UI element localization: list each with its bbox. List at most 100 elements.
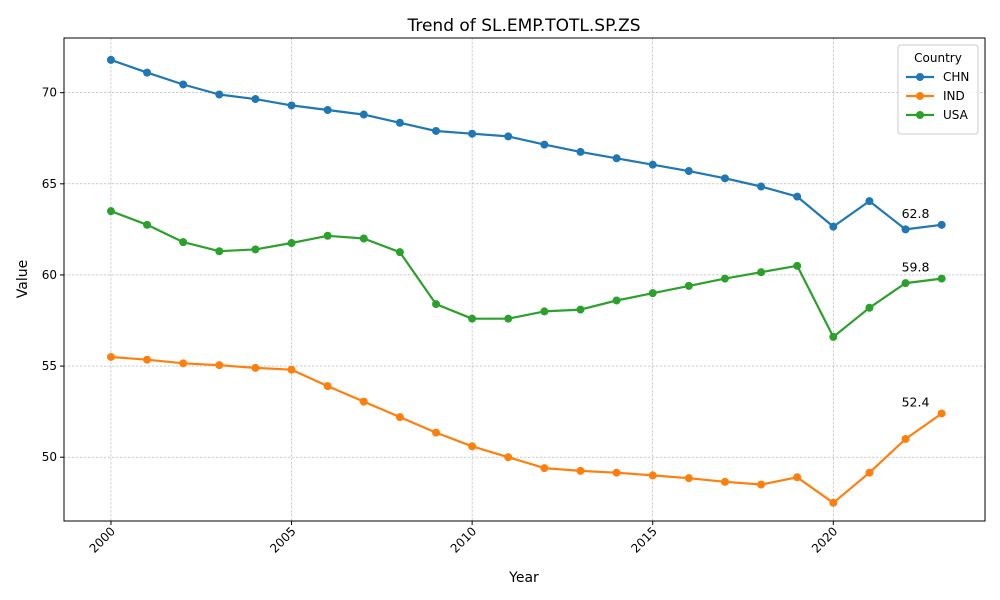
data-point-usa bbox=[215, 247, 224, 256]
data-point-chn bbox=[793, 192, 802, 201]
x-tick-label: 2020 bbox=[809, 524, 840, 555]
data-point-chn bbox=[323, 105, 332, 114]
data-point-usa bbox=[937, 274, 946, 283]
chart-title: Trend of SL.EMP.TOTL.SP.ZS bbox=[406, 16, 640, 36]
data-point-ind bbox=[215, 361, 224, 370]
legend: Country CHN IND USA bbox=[897, 44, 979, 135]
data-point-ind bbox=[287, 365, 296, 374]
x-tick-label: 2010 bbox=[448, 524, 479, 555]
data-point-ind bbox=[937, 409, 946, 418]
end-value-label-chn: 62.8 bbox=[902, 206, 930, 221]
data-point-ind bbox=[359, 397, 368, 406]
y-tick-label: 50 bbox=[42, 450, 57, 464]
data-point-usa bbox=[757, 268, 766, 277]
data-point-usa bbox=[106, 207, 115, 216]
data-point-chn bbox=[287, 101, 296, 110]
data-point-usa bbox=[793, 261, 802, 270]
legend-items: CHN IND USA bbox=[906, 70, 969, 122]
data-point-ind bbox=[757, 480, 766, 489]
data-point-ind bbox=[432, 428, 441, 437]
data-point-chn bbox=[865, 197, 874, 206]
y-tick-label: 70 bbox=[42, 86, 57, 100]
series-line-chn bbox=[110, 58, 942, 231]
data-point-ind bbox=[504, 453, 513, 462]
data-point-chn bbox=[648, 160, 657, 169]
data-point-usa bbox=[504, 314, 513, 323]
series-line-usa bbox=[110, 210, 942, 338]
data-point-chn bbox=[251, 95, 260, 104]
data-point-chn bbox=[720, 174, 729, 183]
data-point-ind bbox=[540, 464, 549, 473]
series-chn bbox=[106, 55, 946, 234]
data-point-chn bbox=[684, 167, 693, 176]
data-point-chn bbox=[359, 110, 368, 119]
legend-label-chn: CHN bbox=[943, 70, 969, 84]
y-tick-label: 65 bbox=[42, 177, 57, 191]
data-point-usa bbox=[648, 289, 657, 298]
data-point-chn bbox=[829, 222, 838, 231]
series-line-ind bbox=[110, 355, 943, 504]
data-point-chn bbox=[937, 220, 946, 229]
data-point-ind bbox=[323, 382, 332, 391]
data-point-chn bbox=[757, 182, 766, 191]
data-point-usa bbox=[395, 248, 404, 257]
data-point-chn bbox=[612, 154, 621, 163]
legend-marker-usa bbox=[916, 111, 924, 119]
data-point-usa bbox=[829, 332, 838, 341]
data-point-usa bbox=[865, 303, 874, 312]
data-point-usa bbox=[287, 239, 296, 248]
data-point-usa bbox=[576, 305, 585, 314]
series-ind bbox=[106, 352, 946, 507]
x-tick-label: 2005 bbox=[267, 524, 298, 555]
series-layer bbox=[106, 55, 946, 507]
data-point-ind bbox=[179, 359, 188, 368]
y-axis-ticks: 50 55 60 65 70 bbox=[42, 86, 64, 464]
x-axis-title: Year bbox=[508, 570, 539, 586]
legend-item-ind: IND bbox=[906, 89, 965, 103]
data-point-ind bbox=[251, 363, 260, 372]
series-usa bbox=[106, 207, 946, 341]
data-point-ind bbox=[901, 434, 910, 443]
data-point-ind bbox=[106, 352, 115, 361]
data-point-usa bbox=[323, 231, 332, 240]
data-point-chn bbox=[179, 80, 188, 89]
plot-frame bbox=[63, 37, 986, 522]
data-point-usa bbox=[540, 307, 549, 316]
data-point-chn bbox=[468, 129, 477, 138]
end-value-label-ind: 52.4 bbox=[902, 394, 930, 409]
data-point-chn bbox=[395, 118, 404, 127]
legend-title: Country bbox=[914, 51, 962, 65]
legend-marker-ind bbox=[916, 92, 924, 100]
data-point-usa bbox=[432, 300, 441, 309]
data-point-usa bbox=[468, 314, 477, 323]
data-point-chn bbox=[215, 90, 224, 99]
data-point-chn bbox=[143, 68, 152, 77]
y-axis-title: Value bbox=[15, 260, 31, 298]
end-value-label-usa: 59.8 bbox=[902, 260, 930, 275]
x-tick-label: 2000 bbox=[87, 524, 118, 555]
data-point-chn bbox=[432, 126, 441, 135]
data-point-ind bbox=[648, 471, 657, 480]
data-point-ind bbox=[612, 468, 621, 477]
data-point-ind bbox=[829, 498, 838, 507]
grid-lines bbox=[64, 38, 985, 521]
data-point-ind bbox=[720, 477, 729, 486]
data-point-ind bbox=[395, 413, 404, 422]
end-value-annotations: 62.8 52.4 59.8 bbox=[902, 206, 930, 410]
legend-item-chn: CHN bbox=[906, 70, 969, 84]
data-point-usa bbox=[612, 296, 621, 305]
y-tick-label: 60 bbox=[42, 268, 57, 282]
legend-item-usa: USA bbox=[906, 108, 969, 122]
data-point-chn bbox=[106, 55, 115, 64]
data-point-ind bbox=[576, 466, 585, 475]
data-point-usa bbox=[359, 234, 368, 243]
data-point-usa bbox=[720, 274, 729, 283]
data-point-ind bbox=[143, 355, 152, 364]
legend-label-ind: IND bbox=[943, 89, 965, 103]
x-tick-label: 2015 bbox=[628, 524, 659, 555]
legend-marker-chn bbox=[916, 73, 924, 81]
y-tick-label: 55 bbox=[42, 359, 57, 373]
data-point-usa bbox=[143, 220, 152, 229]
data-point-chn bbox=[576, 147, 585, 156]
